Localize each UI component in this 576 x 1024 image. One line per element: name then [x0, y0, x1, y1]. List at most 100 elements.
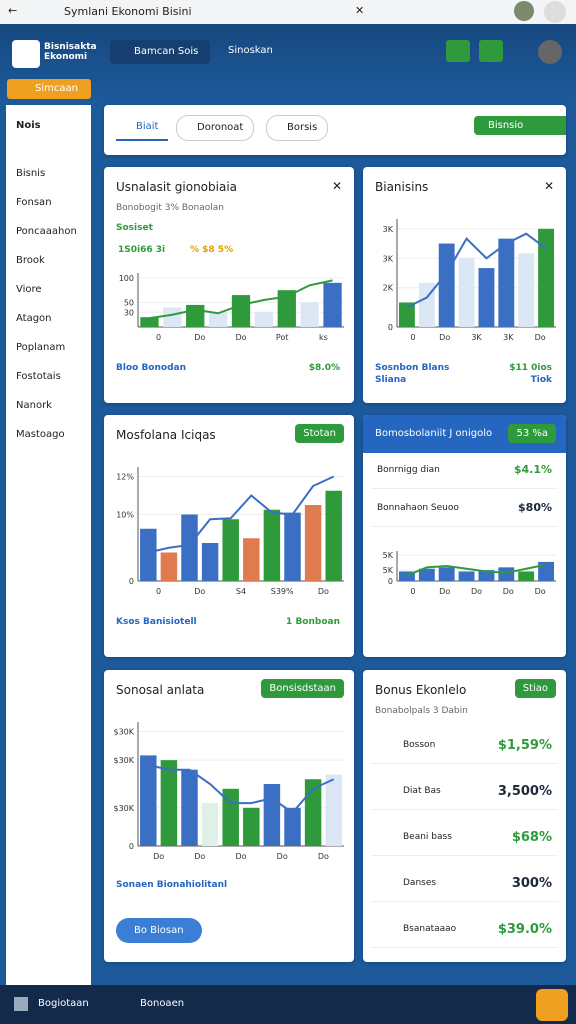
sidebar-item[interactable]: Brook	[16, 255, 45, 266]
y-tick-label: $30K	[113, 804, 134, 813]
start-icon[interactable]	[14, 997, 28, 1011]
x-tick-label: 0	[156, 587, 161, 596]
sidebar-item[interactable]: Mastoago	[16, 429, 65, 440]
card-title: Sonosal anlata	[116, 683, 205, 697]
profile[interactable]	[538, 40, 562, 64]
search-dropdown[interactable]: Bamcan Sois	[110, 40, 210, 64]
bar	[263, 509, 281, 581]
item-row	[371, 457, 558, 489]
trend-line	[406, 232, 547, 309]
sidebar-item[interactable]: Fonsan	[16, 197, 52, 208]
bar	[222, 519, 239, 581]
sidebar-item[interactable]: Bisnis	[16, 168, 46, 179]
card: Bonus Ekonlelo Stiao Bonabolpals 3 Dabin Bo…	[363, 670, 566, 962]
x-tick-label: Do	[535, 333, 546, 342]
x-tick-label: Do	[471, 587, 482, 596]
footer-text: $8.0%	[308, 363, 340, 373]
bar	[498, 238, 515, 327]
item-value: 3,500%	[497, 784, 552, 799]
tab[interactable]: Biait	[116, 115, 169, 141]
search-label[interactable]: Bonoaen	[140, 998, 185, 1009]
close[interactable]: ✕	[331, 179, 342, 193]
legend-item: % $8 5%	[190, 245, 234, 255]
y-tick-label: 10%	[116, 511, 134, 520]
y-tick-label: 5K	[383, 551, 394, 560]
bar	[438, 243, 455, 327]
x-tick-label: Pot	[276, 333, 289, 342]
x-tick-label: Do	[194, 333, 205, 342]
sidebar-item[interactable]: Nanork	[16, 400, 52, 411]
card-button[interactable]: Bonsisdstaan	[261, 679, 344, 698]
bar	[518, 253, 535, 327]
taskbar: Bogiotaan Bonoaen	[0, 985, 576, 1024]
item-label: Diat Bas	[403, 786, 441, 796]
footer-text: Sosnbon Blans	[375, 363, 450, 373]
bar	[438, 567, 455, 581]
app-icon[interactable]	[536, 989, 568, 1021]
bar	[498, 567, 515, 581]
y-tick-label: 3K	[383, 254, 394, 263]
sidebar-item[interactable]: Poplanam	[16, 342, 66, 353]
legend-item: 1S0i66 3i	[118, 245, 166, 255]
sidebar-item[interactable]: Fostotais	[16, 371, 61, 382]
tab[interactable]: Doronoat	[176, 115, 255, 141]
item-value: 300%	[511, 876, 552, 891]
sidebar-item[interactable]: Poncaaahon	[16, 226, 77, 237]
x-tick-label: Do	[235, 852, 246, 861]
bar	[201, 543, 219, 581]
y-tick-label: 0	[388, 577, 393, 586]
card-button[interactable]: Stotan	[295, 424, 344, 443]
item-value: $1,59%	[497, 738, 552, 753]
card-button[interactable]: Stiao	[514, 679, 556, 698]
back-icon[interactable]: ←	[8, 4, 18, 17]
trend-line	[148, 763, 335, 814]
y-tick-label: 3K	[383, 225, 394, 234]
icon-button[interactable]	[446, 40, 470, 62]
avatar[interactable]	[514, 1, 534, 21]
close-tab[interactable]: ✕	[355, 4, 365, 17]
footer-text: 1 Bonboan	[286, 617, 340, 627]
tab[interactable]: Borsis	[266, 115, 329, 141]
sidebar-item[interactable]: Atagon	[16, 313, 52, 324]
action-button[interactable]: Bo Biosan	[116, 918, 202, 943]
item-row	[371, 778, 558, 810]
y-tick-label: $30K	[113, 756, 134, 765]
x-tick-label: ks	[319, 333, 328, 342]
bar	[140, 528, 157, 581]
x-tick-label: Do	[439, 333, 450, 342]
x-tick-label: Do	[277, 852, 288, 861]
x-tick-label: Do	[439, 587, 450, 596]
header-link[interactable]: Sinoskan	[228, 45, 273, 56]
x-tick-label: 3K	[503, 333, 514, 342]
close[interactable]: ✕	[543, 179, 554, 193]
browser-bar: ← Symlani Ekonomi Bisini ✕	[0, 0, 576, 24]
badge[interactable]: Simcaan	[7, 79, 91, 99]
bar	[181, 514, 198, 581]
card: Mosfolana Iciqas Stotan 12% 10% 0 0 Do S4 S39% Do…	[104, 415, 354, 657]
item-label: Bonrnigg dian	[377, 465, 440, 475]
tab-button[interactable]: Bisnsio	[474, 116, 566, 135]
footer-text: Sliana	[375, 375, 407, 385]
sidebar-item[interactable]: Nois	[16, 120, 41, 131]
x-tick-label: 3K	[471, 333, 482, 342]
sidebar: Nois Bisnis Fonsan Poncaaahon Brook Viore Atag…	[6, 105, 91, 985]
card-button[interactable]: 53 %a	[508, 424, 556, 443]
start-label[interactable]: Bogiotaan	[38, 998, 89, 1009]
item-value: $80%	[518, 501, 552, 514]
bar	[181, 769, 198, 846]
bar	[323, 282, 342, 327]
y-tick-label: 0	[129, 577, 134, 586]
bar	[458, 258, 475, 327]
sidebar-item[interactable]: Viore	[16, 284, 42, 295]
bar	[325, 490, 342, 581]
card-subtitle: Bonabolpals 3 Dabin	[375, 706, 468, 716]
bar	[254, 312, 274, 327]
item-label: Bsanataaao	[403, 924, 457, 934]
y-tick-label: 50	[124, 298, 134, 307]
footer-text: Ksos Banisiotell	[116, 617, 197, 627]
item-row	[371, 732, 558, 764]
icon-button[interactable]	[479, 40, 503, 62]
account[interactable]	[544, 1, 566, 23]
